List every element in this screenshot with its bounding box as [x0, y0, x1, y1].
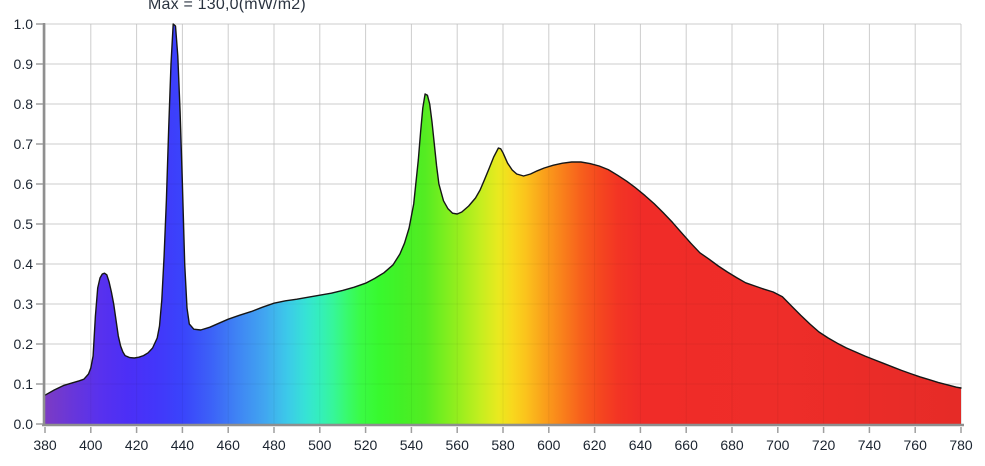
- spectrum-curve-outline: [44, 23, 962, 396]
- y-tick-label: 0.6: [14, 176, 34, 192]
- x-tick-label: 740: [858, 437, 882, 453]
- x-tick-label: 480: [262, 437, 286, 453]
- x-tick-label: 420: [125, 437, 149, 453]
- x-tick-label: 540: [400, 437, 424, 453]
- x-tick-label: 460: [217, 437, 241, 453]
- x-tick-label: 500: [308, 437, 332, 453]
- y-tick-label: 0.3: [14, 296, 34, 312]
- x-tick-label: 700: [766, 437, 790, 453]
- y-tick-label: 0.0: [14, 416, 34, 432]
- x-tick-label: 720: [812, 437, 836, 453]
- x-tick-label: 440: [171, 437, 195, 453]
- y-tick-label: 0.7: [14, 136, 34, 152]
- y-tick-label: 0.8: [14, 96, 34, 112]
- axis-ticks: [36, 23, 962, 433]
- y-tick-label: 1.0: [14, 16, 34, 32]
- chart-title: Max = 130,0(mW/m2): [148, 0, 306, 13]
- y-tick-label: 0.1: [14, 376, 34, 392]
- x-tick-label: 560: [446, 437, 470, 453]
- y-tick-label: 0.4: [14, 256, 34, 272]
- plot-gridlines-overlay: [44, 23, 962, 425]
- y-tick-label: 0.5: [14, 216, 34, 232]
- x-tick-label: 640: [629, 437, 653, 453]
- x-tick-label: 660: [675, 437, 699, 453]
- spectrum-area: [45, 24, 961, 424]
- x-tick-label: 520: [354, 437, 378, 453]
- y-tick-label: 0.9: [14, 56, 34, 72]
- y-tick-label: 0.2: [14, 336, 34, 352]
- x-tick-label: 680: [720, 437, 744, 453]
- x-tick-label: 580: [491, 437, 515, 453]
- x-tick-label: 620: [583, 437, 607, 453]
- x-tick-label: 400: [79, 437, 103, 453]
- x-tick-label: 780: [949, 437, 973, 453]
- x-tick-label: 760: [904, 437, 928, 453]
- x-tick-label: 380: [33, 437, 57, 453]
- x-tick-label: 600: [537, 437, 561, 453]
